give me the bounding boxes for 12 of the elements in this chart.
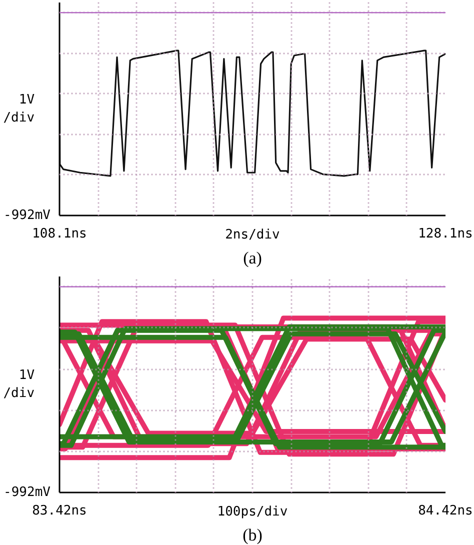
x-tick-label: 108.1ns bbox=[32, 226, 87, 242]
text: -992mV bbox=[4, 485, 51, 500]
y-axis-title: 1V /div bbox=[3, 92, 35, 126]
x-tick-label: 84.42ns bbox=[418, 504, 473, 518]
text: (a) bbox=[243, 248, 262, 268]
x-axis-title: 100ps/div bbox=[217, 504, 288, 520]
x-tick-label: 83.42ns bbox=[32, 504, 87, 518]
y-axis-title: 1V /div bbox=[3, 368, 35, 401]
text: (b) bbox=[242, 526, 262, 544]
x-axis-title: 2ns/div bbox=[225, 228, 280, 242]
x-tick-label: 128.1ns bbox=[418, 226, 473, 242]
text: -992mV bbox=[4, 208, 51, 223]
